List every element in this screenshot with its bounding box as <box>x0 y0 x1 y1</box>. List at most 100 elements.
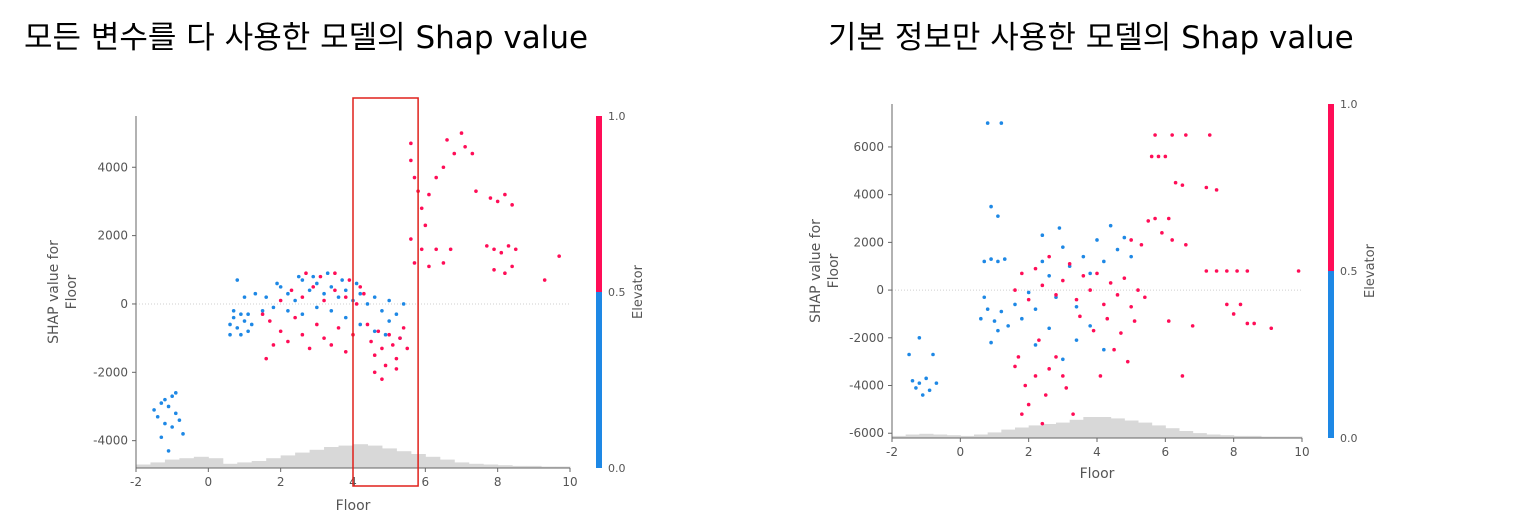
data-point <box>170 394 174 399</box>
data-point <box>163 421 167 426</box>
y-tick-label: 4000 <box>97 160 128 174</box>
data-point <box>170 425 174 429</box>
data-point <box>914 386 918 390</box>
data-point <box>300 295 305 299</box>
data-point <box>924 376 928 381</box>
data-point <box>1054 293 1058 297</box>
data-point <box>1163 154 1168 159</box>
data-point <box>419 206 424 211</box>
histogram-bar <box>1165 428 1180 438</box>
histogram-bar <box>512 465 528 468</box>
data-point <box>315 281 319 286</box>
histogram-bar <box>974 434 989 438</box>
data-point <box>1047 254 1051 259</box>
histogram-bar <box>1001 429 1016 438</box>
histogram-bar <box>483 464 499 468</box>
data-point <box>394 367 399 371</box>
data-point <box>387 298 391 303</box>
y-tick-label: 2000 <box>853 235 884 249</box>
y-tick-label: -6000 <box>849 426 884 440</box>
data-point <box>1252 321 1256 326</box>
x-tick-label: -2 <box>886 445 898 459</box>
y-tick-label: -2000 <box>849 331 884 345</box>
data-point <box>242 295 247 299</box>
data-point <box>1122 276 1127 280</box>
data-point <box>1190 324 1195 328</box>
colorbar-high <box>596 116 602 292</box>
x-tick-label: 6 <box>1162 445 1170 459</box>
data-point <box>343 350 348 354</box>
data-point <box>249 322 254 327</box>
histogram-bar <box>396 451 412 468</box>
data-point <box>1180 183 1185 187</box>
data-point <box>231 308 236 313</box>
data-point <box>1047 367 1051 371</box>
data-point <box>1245 269 1250 273</box>
histogram-bar <box>280 455 296 468</box>
histogram-bar <box>555 466 571 468</box>
data-point <box>405 346 410 351</box>
data-point <box>278 329 283 334</box>
data-point <box>390 343 395 347</box>
colorbar-tick-label: 1.0 <box>608 110 626 123</box>
colorbar-tick-label: 0.5 <box>608 286 626 299</box>
data-point <box>231 315 236 320</box>
colorbar-tick-label: 0.5 <box>1340 265 1358 278</box>
data-point <box>474 189 478 193</box>
colorbar-label: Elevator <box>1363 243 1378 298</box>
data-point <box>293 315 297 320</box>
data-point <box>300 278 305 282</box>
data-point <box>503 192 507 197</box>
data-point <box>427 192 431 197</box>
x-tick-label: 2 <box>1025 445 1033 459</box>
histogram-bar <box>367 445 383 468</box>
data-point <box>506 244 511 248</box>
data-point <box>398 336 402 340</box>
histogram-bar <box>468 463 484 468</box>
data-point <box>1108 281 1113 285</box>
histogram-bar <box>150 462 166 468</box>
data-point <box>1047 326 1051 331</box>
data-point <box>982 295 987 300</box>
y-tick-label: 2000 <box>97 229 128 243</box>
histogram-bar <box>1015 427 1030 438</box>
x-axis-label: Floor <box>1080 466 1115 482</box>
data-point <box>1231 312 1236 316</box>
data-point <box>1026 290 1031 295</box>
data-point <box>286 308 290 313</box>
histogram-bar <box>454 462 470 468</box>
data-point <box>1269 326 1274 331</box>
data-point <box>343 295 348 299</box>
data-point <box>1225 302 1229 307</box>
histogram-bar <box>946 435 961 438</box>
data-point <box>246 329 250 334</box>
data-point <box>907 352 911 357</box>
data-point <box>1074 304 1079 309</box>
data-point <box>177 418 182 422</box>
data-point <box>358 291 363 296</box>
data-point <box>304 271 308 276</box>
histogram-bar <box>222 463 238 468</box>
data-point <box>434 247 438 252</box>
data-point <box>1122 235 1127 240</box>
data-point <box>1088 271 1092 276</box>
data-point <box>1225 269 1229 273</box>
histogram-bar <box>1179 431 1194 438</box>
histogram-bar <box>1288 436 1303 438</box>
data-point <box>286 291 290 296</box>
data-point <box>1002 257 1007 261</box>
data-point <box>1095 238 1099 242</box>
data-point <box>989 257 993 261</box>
data-point <box>380 377 384 381</box>
histogram-bar <box>1056 422 1071 438</box>
data-point <box>228 332 232 337</box>
histogram-bar <box>251 461 267 468</box>
data-point <box>920 393 925 397</box>
data-point <box>365 302 370 306</box>
histogram-bar <box>1138 422 1153 438</box>
y-axis-label: SHAP value for Floor <box>808 219 842 323</box>
data-point <box>264 356 269 361</box>
histogram-bar <box>353 444 368 468</box>
histogram-bar <box>526 465 542 468</box>
